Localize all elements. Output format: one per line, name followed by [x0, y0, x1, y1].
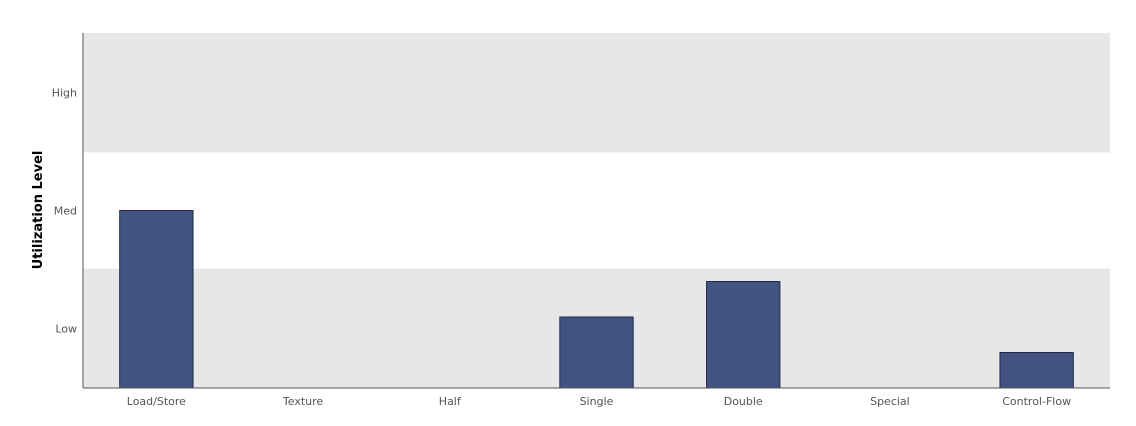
y-tick-low: Low	[55, 322, 77, 335]
bar-load-store	[119, 210, 194, 389]
x-tick-labels: Load/Store Texture Half Single Double Special…	[127, 395, 1071, 408]
x-tick-half: Half	[439, 395, 462, 408]
x-tick-load-store: Load/Store	[127, 395, 186, 408]
bar-double	[706, 281, 781, 389]
bar-control-flow	[999, 352, 1074, 389]
band-med	[83, 152, 1110, 269]
y-tick-labels: Low Med High	[52, 87, 77, 336]
axes	[82, 33, 1110, 389]
x-tick-control-flow: Control-Flow	[1002, 395, 1071, 408]
x-tick-single: Single	[580, 395, 614, 408]
x-tick-texture: Texture	[282, 395, 323, 408]
band-high	[83, 33, 1110, 153]
y-tick-med: Med	[54, 205, 77, 218]
bar-series	[119, 210, 1074, 389]
bar-single	[559, 316, 634, 389]
x-tick-double: Double	[724, 395, 763, 408]
level-bands	[83, 33, 1110, 388]
x-tick-special: Special	[870, 395, 910, 408]
y-tick-high: High	[52, 87, 77, 100]
y-axis-title: Utilization Level	[31, 151, 46, 270]
